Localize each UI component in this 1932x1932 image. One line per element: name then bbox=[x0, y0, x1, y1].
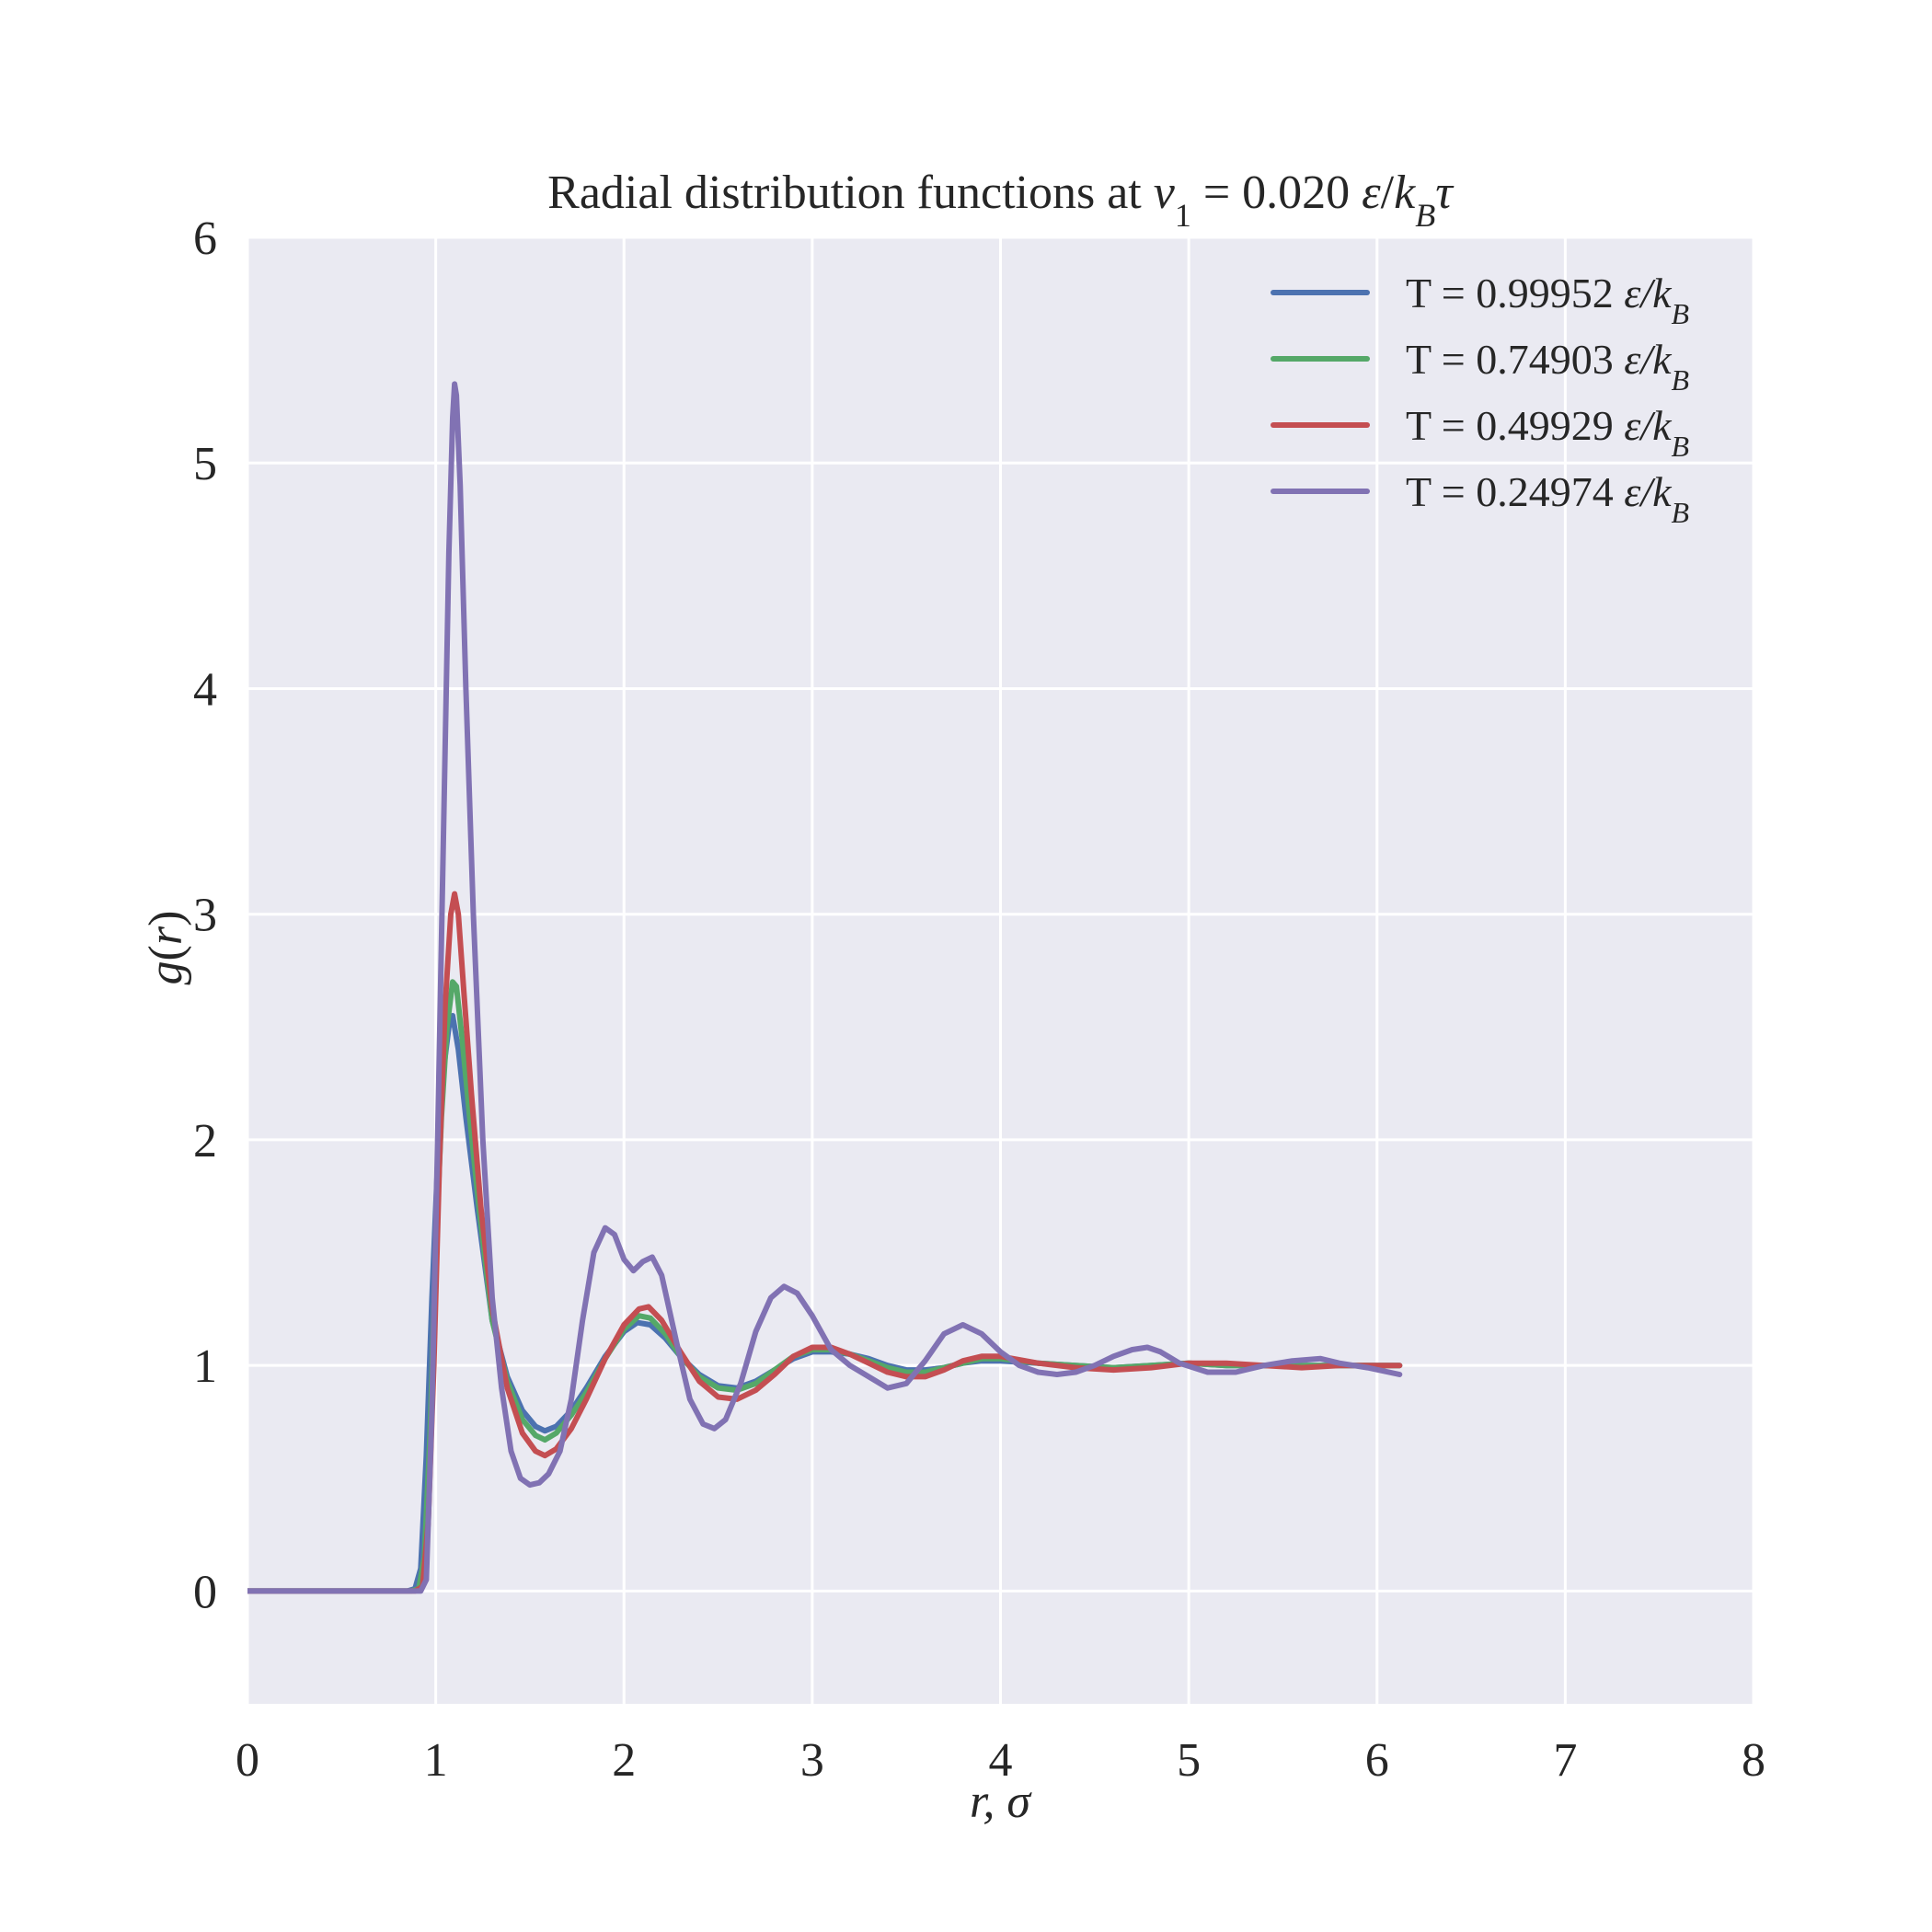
legend-label-0: T = 0.99952 ε/kB bbox=[1406, 270, 1689, 330]
title-var: v bbox=[1154, 167, 1176, 219]
x-tick-label: 0 bbox=[236, 1734, 259, 1787]
legend-label-value: T = 0.74903 bbox=[1406, 336, 1624, 383]
title-var-sub: 1 bbox=[1175, 197, 1191, 234]
y-tick-label: 2 bbox=[193, 1115, 217, 1167]
series-line-2 bbox=[247, 891, 1403, 1594]
title-unit-k: k bbox=[1394, 167, 1416, 219]
legend-label-2: T = 0.49929 ε/kB bbox=[1406, 402, 1689, 463]
title-unit-tau: τ bbox=[1435, 167, 1455, 219]
y-label-close: ) bbox=[140, 911, 192, 926]
title-equals: = 0.020 bbox=[1191, 167, 1362, 219]
y-tick-label: 5 bbox=[193, 438, 217, 490]
y-tick-labels: 0 1 2 3 4 5 6 bbox=[193, 213, 217, 1618]
legend-label-sub: B bbox=[1672, 363, 1690, 397]
series-line-3 bbox=[247, 381, 1403, 1594]
legend-label-value: T = 0.49929 bbox=[1406, 402, 1624, 449]
x-tick-label: 2 bbox=[612, 1734, 636, 1787]
legend-label-unit: ε/k bbox=[1624, 336, 1673, 383]
legend-label-value: T = 0.24974 bbox=[1406, 468, 1624, 515]
legend-label-sub: B bbox=[1672, 496, 1690, 529]
title-unit-k-sub: B bbox=[1415, 197, 1435, 234]
legend-label-unit: ε/k bbox=[1624, 270, 1673, 316]
y-axis-label: g(r) bbox=[140, 911, 192, 985]
title-unit-slash: / bbox=[1381, 167, 1395, 219]
legend-label-sub: B bbox=[1672, 430, 1690, 463]
y-tick-label: 1 bbox=[193, 1340, 217, 1393]
x-tick-label: 1 bbox=[424, 1734, 448, 1787]
grid-lines bbox=[246, 236, 1755, 1704]
x-tick-label: 7 bbox=[1553, 1734, 1577, 1787]
x-tick-labels: 0 1 2 3 4 5 6 7 8 bbox=[236, 1734, 1765, 1787]
y-tick-label: 3 bbox=[193, 890, 217, 942]
x-tick-label: 6 bbox=[1365, 1734, 1389, 1787]
legend: T = 0.99952 ε/kBT = 0.74903 ε/kBT = 0.49… bbox=[1271, 270, 1689, 529]
legend-label-unit: ε/k bbox=[1624, 402, 1673, 449]
y-label-r: r bbox=[140, 926, 192, 945]
y-label-open: ( bbox=[140, 945, 192, 960]
legend-label-sub: B bbox=[1672, 297, 1690, 330]
x-axis-label: r, σ bbox=[970, 1776, 1032, 1828]
title-unit-eps: ε bbox=[1362, 167, 1381, 219]
y-tick-label: 0 bbox=[193, 1566, 217, 1618]
x-tick-label: 5 bbox=[1177, 1734, 1201, 1787]
y-label-g: g bbox=[140, 960, 192, 984]
y-tick-label: 4 bbox=[193, 663, 217, 716]
legend-label-value: T = 0.99952 bbox=[1406, 270, 1624, 316]
legend-label-3: T = 0.24974 ε/kB bbox=[1406, 468, 1689, 529]
y-tick-label: 6 bbox=[193, 213, 217, 265]
legend-label-1: T = 0.74903 ε/kB bbox=[1406, 336, 1689, 397]
legend-label-unit: ε/k bbox=[1624, 468, 1673, 515]
title-prefix: Radial distribution functions at bbox=[547, 167, 1154, 219]
x-tick-label: 4 bbox=[989, 1734, 1013, 1787]
x-tick-label: 3 bbox=[800, 1734, 824, 1787]
x-tick-label: 8 bbox=[1742, 1734, 1765, 1787]
series-layer bbox=[247, 381, 1403, 1594]
chart-title: Radial distribution functions at v1 = 0.… bbox=[547, 167, 1455, 234]
